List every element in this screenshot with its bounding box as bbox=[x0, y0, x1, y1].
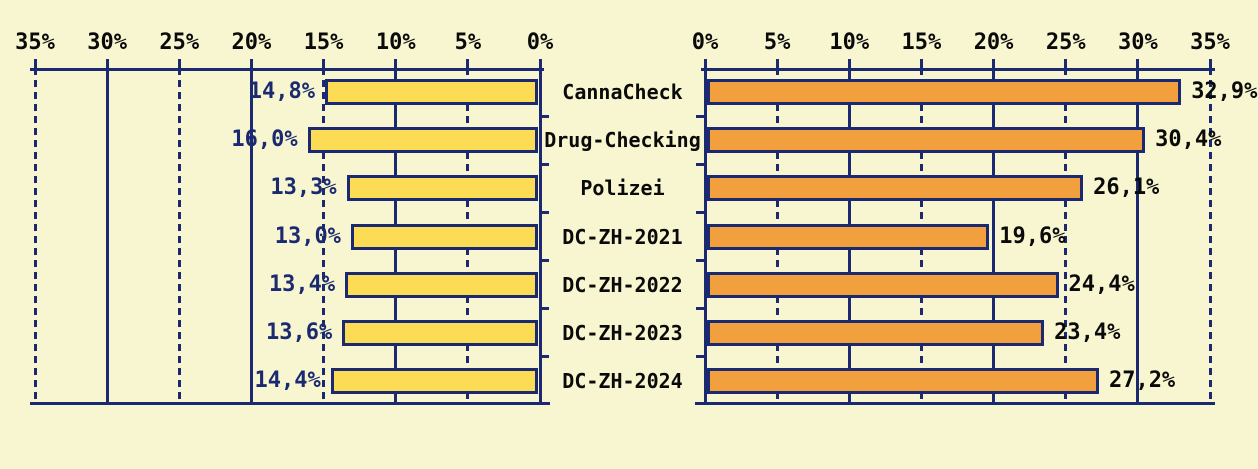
left-category-axis-tick bbox=[540, 355, 549, 359]
left-axis-tick-mark bbox=[105, 59, 109, 68]
left-bar-value-label: 13,6% bbox=[266, 319, 333, 345]
right-axis-tick-mark bbox=[1064, 59, 1068, 68]
left-bar bbox=[346, 175, 539, 202]
left-axis-tick-label: 20% bbox=[231, 30, 272, 55]
left-top-axis-line bbox=[30, 68, 544, 71]
left-bottom-axis-line bbox=[30, 402, 550, 405]
right-axis-tick-label: 0% bbox=[691, 30, 719, 55]
right-axis-tick-mark bbox=[775, 59, 779, 68]
right-bar-value-label: 23,4% bbox=[1054, 319, 1121, 345]
right-axis-tick-label: 20% bbox=[973, 30, 1014, 55]
category-label: DC-ZH-2021 bbox=[562, 224, 683, 249]
left-category-axis-tick bbox=[540, 210, 549, 214]
category-label: CannaCheck bbox=[562, 80, 683, 105]
right-category-axis-tick bbox=[696, 114, 705, 118]
right-category-axis-tick bbox=[696, 162, 705, 166]
left-bar bbox=[324, 79, 539, 106]
right-bottom-axis-line bbox=[695, 402, 1215, 405]
right-axis-tick-label: 25% bbox=[1045, 30, 1086, 55]
left-axis-tick-label: 0% bbox=[526, 30, 554, 55]
left-axis-tick-label: 30% bbox=[87, 30, 128, 55]
left-axis-tick-label: 35% bbox=[15, 30, 55, 55]
right-bar bbox=[706, 367, 1099, 394]
left-bar-value-label: 13,0% bbox=[274, 223, 341, 249]
left-axis-tick-mark bbox=[538, 59, 542, 68]
right-axis-tick-label: 15% bbox=[901, 30, 942, 55]
right-axis-tick-mark bbox=[1208, 59, 1212, 68]
left-bar-value-label: 13,3% bbox=[270, 175, 337, 201]
left-gridline-solid bbox=[105, 68, 109, 402]
right-gridline-dashed bbox=[1064, 68, 1068, 402]
category-label: Polizei bbox=[580, 176, 665, 201]
right-category-axis-tick bbox=[696, 210, 705, 214]
left-axis-tick-mark bbox=[322, 59, 326, 68]
left-gridline-dashed bbox=[322, 68, 326, 402]
left-bar-value-label: 14,8% bbox=[248, 79, 315, 105]
left-axis-tick-mark bbox=[177, 59, 181, 68]
right-axis-tick-label: 10% bbox=[829, 30, 870, 55]
left-axis-tick-mark bbox=[249, 59, 253, 68]
left-zero-axis-line bbox=[538, 68, 542, 405]
category-label: DC-ZH-2024 bbox=[562, 368, 683, 393]
left-bar bbox=[307, 127, 539, 154]
right-bar bbox=[706, 79, 1182, 106]
left-bar bbox=[345, 271, 539, 298]
left-gridline-solid bbox=[249, 68, 253, 402]
right-top-axis-line bbox=[701, 68, 1215, 71]
left-axis-tick-label: 10% bbox=[375, 30, 416, 55]
right-axis-tick-mark bbox=[919, 59, 923, 68]
right-bar-value-label: 27,2% bbox=[1108, 367, 1176, 393]
right-axis-tick-mark bbox=[703, 59, 707, 68]
left-axis-tick-label: 15% bbox=[303, 30, 344, 55]
right-bar-value-label: 24,4% bbox=[1068, 271, 1135, 297]
left-bar bbox=[350, 223, 539, 250]
right-bar bbox=[706, 223, 990, 250]
left-gridline-dashed bbox=[177, 68, 181, 402]
left-category-axis-tick bbox=[540, 162, 549, 166]
right-bar-value-label: 26,1% bbox=[1093, 175, 1160, 201]
left-axis-tick-mark bbox=[33, 59, 37, 68]
right-gridline-dashed bbox=[1208, 68, 1212, 402]
right-category-axis-tick bbox=[696, 259, 705, 263]
left-bar-value-label: 13,4% bbox=[268, 271, 336, 297]
left-axis-tick-label: 25% bbox=[159, 30, 200, 55]
left-category-axis-tick bbox=[540, 307, 549, 311]
right-axis-tick-mark bbox=[992, 59, 996, 68]
left-category-axis-tick bbox=[540, 259, 549, 263]
right-bar-value-label: 30,4% bbox=[1155, 127, 1222, 153]
right-axis-tick-mark bbox=[847, 59, 851, 68]
left-bar-value-label: 16,0% bbox=[231, 127, 298, 153]
right-bar bbox=[706, 127, 1146, 154]
right-axis-tick-mark bbox=[1136, 59, 1140, 68]
left-bar-value-label: 14,4% bbox=[254, 367, 321, 393]
category-label: DC-ZH-2023 bbox=[562, 320, 683, 345]
right-bar bbox=[706, 319, 1045, 346]
right-axis-tick-label: 30% bbox=[1117, 30, 1158, 55]
category-label: Drug-Checking bbox=[544, 128, 701, 153]
left-category-axis-tick bbox=[540, 114, 549, 118]
right-bar-value-label: 19,6% bbox=[999, 223, 1066, 249]
left-axis-tick-mark bbox=[394, 59, 398, 68]
right-zero-axis-line bbox=[703, 68, 707, 405]
right-category-axis-tick bbox=[696, 307, 705, 311]
right-axis-tick-label: 5% bbox=[763, 30, 791, 55]
right-gridline-solid bbox=[992, 68, 996, 402]
right-bar bbox=[706, 271, 1059, 298]
left-bar bbox=[342, 319, 539, 346]
right-bar-value-label: 32,9% bbox=[1191, 79, 1258, 105]
left-axis-tick-mark bbox=[466, 59, 470, 68]
category-label: DC-ZH-2022 bbox=[562, 272, 683, 297]
right-gridline-solid bbox=[1136, 68, 1140, 402]
left-gridline-dashed bbox=[33, 68, 37, 402]
left-bar bbox=[330, 367, 539, 394]
left-axis-tick-label: 5% bbox=[454, 30, 482, 55]
right-axis-tick-label: 35% bbox=[1190, 30, 1230, 55]
right-bar bbox=[706, 175, 1084, 202]
right-category-axis-tick bbox=[696, 355, 705, 359]
